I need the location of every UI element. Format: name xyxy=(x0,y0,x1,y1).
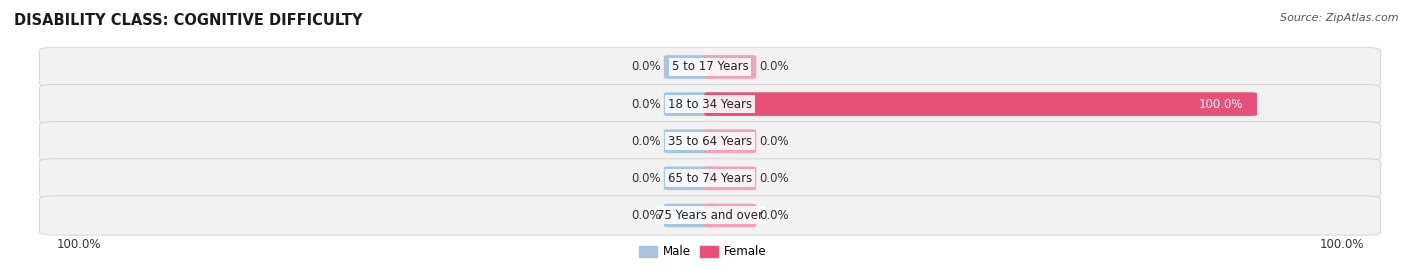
Text: 0.0%: 0.0% xyxy=(631,135,661,148)
Text: Source: ZipAtlas.com: Source: ZipAtlas.com xyxy=(1281,13,1399,23)
Text: 0.0%: 0.0% xyxy=(631,209,661,222)
Text: 0.0%: 0.0% xyxy=(759,61,789,73)
FancyBboxPatch shape xyxy=(704,55,756,79)
Text: DISABILITY CLASS: COGNITIVE DIFFICULTY: DISABILITY CLASS: COGNITIVE DIFFICULTY xyxy=(14,13,363,29)
Text: 0.0%: 0.0% xyxy=(631,61,661,73)
FancyBboxPatch shape xyxy=(704,167,756,190)
FancyBboxPatch shape xyxy=(664,55,716,79)
FancyBboxPatch shape xyxy=(704,92,1257,116)
Text: 65 to 74 Years: 65 to 74 Years xyxy=(668,172,752,185)
Text: 75 Years and over: 75 Years and over xyxy=(657,209,763,222)
Text: 0.0%: 0.0% xyxy=(759,135,789,148)
Text: 35 to 64 Years: 35 to 64 Years xyxy=(668,135,752,148)
FancyBboxPatch shape xyxy=(664,92,716,116)
FancyBboxPatch shape xyxy=(664,167,716,190)
FancyBboxPatch shape xyxy=(39,159,1381,198)
Text: 100.0%: 100.0% xyxy=(56,238,101,251)
Legend: Male, Female: Male, Female xyxy=(634,241,772,263)
FancyBboxPatch shape xyxy=(39,84,1381,124)
Text: 100.0%: 100.0% xyxy=(1198,98,1243,111)
FancyBboxPatch shape xyxy=(39,122,1381,161)
FancyBboxPatch shape xyxy=(704,129,756,153)
FancyBboxPatch shape xyxy=(39,196,1381,235)
FancyBboxPatch shape xyxy=(664,204,716,227)
FancyBboxPatch shape xyxy=(664,129,716,153)
FancyBboxPatch shape xyxy=(704,204,756,227)
Text: 5 to 17 Years: 5 to 17 Years xyxy=(672,61,748,73)
Text: 0.0%: 0.0% xyxy=(631,98,661,111)
Text: 18 to 34 Years: 18 to 34 Years xyxy=(668,98,752,111)
Text: 100.0%: 100.0% xyxy=(1319,238,1364,251)
Text: 0.0%: 0.0% xyxy=(759,172,789,185)
FancyBboxPatch shape xyxy=(39,47,1381,87)
Text: 0.0%: 0.0% xyxy=(631,172,661,185)
Text: 0.0%: 0.0% xyxy=(759,209,789,222)
